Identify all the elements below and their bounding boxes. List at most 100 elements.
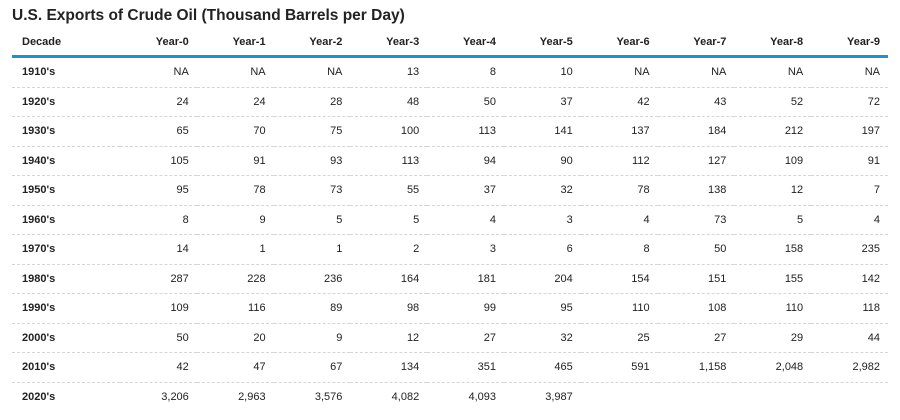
table-cell: 95 [120, 175, 197, 206]
table-cell: 4,082 [391, 390, 420, 403]
table-body: 1910's NA NA NA 13 8 10 NA NA NA NA 1920's 24 24 28 48 5… [12, 56, 888, 412]
table-cell: 25 [580, 323, 658, 353]
header-cell: Year-7 [657, 29, 735, 58]
table-cell: 155 [734, 264, 812, 294]
table-cell: 2,048 [734, 352, 812, 383]
table-cell: 113 [427, 116, 504, 147]
table-cell: 235 [811, 234, 888, 265]
table-cell: 90 [503, 146, 581, 176]
table-cell: 3,206 [161, 390, 189, 403]
table-row: 1940's 105 91 93 113 94 90 112 127 109 91 [12, 146, 888, 176]
table-row: 1910's NA NA NA 13 8 10 NA NA NA NA [12, 56, 888, 88]
table-row: 1950's 95 78 73 55 37 32 78 138 12 7 [12, 175, 888, 206]
table-cell: 55 [350, 175, 428, 206]
table-cell: 93 [273, 146, 351, 176]
table-cell: 98 [350, 293, 428, 324]
table-row: 1930's 65 70 75 100 113 141 137 184 212 197 [12, 116, 888, 147]
table-cell: 2,982 [811, 352, 888, 383]
row-label: 1970's [12, 234, 120, 265]
table-cell: 37 [427, 175, 504, 206]
table-cell: 105 [120, 146, 197, 176]
table-cell: 110 [734, 293, 812, 324]
table-cell: 164 [350, 264, 428, 294]
table-cell: 12 [350, 323, 428, 353]
table-cell: 50 [657, 234, 735, 265]
table-cell: 9 [196, 205, 274, 235]
empty-cell [581, 382, 658, 411]
header-cell: Year-3 [350, 29, 428, 58]
table-cell: 8 [580, 234, 658, 265]
table-cell: 20 [196, 323, 274, 353]
table-cell: NA [273, 56, 351, 88]
header-cell: Year-9 [811, 29, 888, 58]
header-cell: Year-4 [427, 29, 504, 58]
table-cell: 50 [427, 87, 504, 117]
table-cell: 138 [657, 175, 735, 206]
table-cell: 4,093 [468, 390, 496, 403]
table-cell: 91 [811, 146, 888, 176]
header-cell: Decade [12, 29, 120, 58]
table-cell: 5 [350, 205, 428, 235]
table-cell: 72 [811, 87, 888, 117]
table-cell: 3 [427, 234, 504, 265]
row-label: 2010's [12, 352, 120, 383]
table-cell: 142 [811, 264, 888, 294]
table-cell: 73 [657, 205, 735, 235]
table-cell: 47 [196, 352, 274, 383]
data-table: Decade Year-0 Year-1 Year-2 Year-3 Year-4 Year… [12, 29, 888, 411]
table-cell: NA [580, 56, 658, 88]
table-cell: 591 [580, 352, 658, 383]
table-cell: 37 [503, 87, 581, 117]
header-cell: Year-8 [734, 29, 812, 58]
table-cell: 1 [273, 234, 351, 265]
table-cell: 5 [734, 205, 812, 235]
table-cell: 116 [196, 293, 274, 324]
row-label: 1980's [12, 264, 120, 294]
table-cell: 78 [580, 175, 658, 206]
table-cell: 465 [503, 352, 581, 383]
table-cell: 89 [273, 293, 351, 324]
table-cell: 50 [120, 323, 197, 353]
table-cell: 287 [120, 264, 197, 294]
table-cell: 48 [350, 87, 428, 117]
table-cell: 108 [657, 293, 735, 324]
table-cell: 134 [350, 352, 428, 383]
table-row: 1960's 8 9 5 5 4 3 4 73 5 4 [12, 205, 888, 235]
table-cell: 27 [657, 323, 735, 353]
row-label: 1930's [12, 116, 120, 147]
table-cell: 100 [350, 116, 428, 147]
table-row: 2010's 42 47 67 134 351 465 591 1,158 2,048 2,982 [12, 352, 888, 383]
table-cell: 78 [196, 175, 274, 206]
table-cell: 228 [196, 264, 274, 294]
table-cell: 141 [503, 116, 581, 147]
table-cell: 4 [427, 205, 504, 235]
table-cell: 4 [580, 205, 658, 235]
table-cell: 42 [120, 352, 197, 383]
row-label: 1960's [12, 205, 120, 235]
header-cell: Year-0 [120, 29, 197, 58]
table-cell: 99 [427, 293, 504, 324]
table-cell: 113 [350, 146, 428, 176]
table-title: U.S. Exports of Crude Oil (Thousand Barr… [12, 7, 405, 24]
table-cell: 1,158 [657, 352, 735, 383]
table-cell: 154 [580, 264, 658, 294]
table-cell: 27 [427, 323, 504, 353]
table-cell: 2,963 [238, 390, 266, 403]
table-row: 2000's 50 20 9 12 27 32 25 27 29 44 [12, 323, 888, 353]
table-cell: 24 [120, 87, 197, 117]
table-cell: 10 [503, 56, 581, 88]
empty-cell [734, 382, 811, 411]
table-cell: 118 [811, 293, 888, 324]
table-row: 1990's 109 116 89 98 99 95 110 108 110 118 [12, 293, 888, 324]
table-cell: 351 [427, 352, 504, 383]
table-cell: 73 [273, 175, 351, 206]
table-cell: 52 [734, 87, 812, 117]
row-label: 2000's [12, 323, 120, 353]
table-row: 2020's 3,206 2,963 3,576 4,082 4,093 3,987 [12, 382, 888, 411]
table-cell: 43 [657, 87, 735, 117]
header-cell: Year-2 [273, 29, 351, 58]
table-row: 1920's 24 24 28 48 50 37 42 43 52 72 [12, 87, 888, 117]
table-cell: 95 [503, 293, 581, 324]
table-cell: 204 [503, 264, 581, 294]
table-cell: 112 [580, 146, 658, 176]
